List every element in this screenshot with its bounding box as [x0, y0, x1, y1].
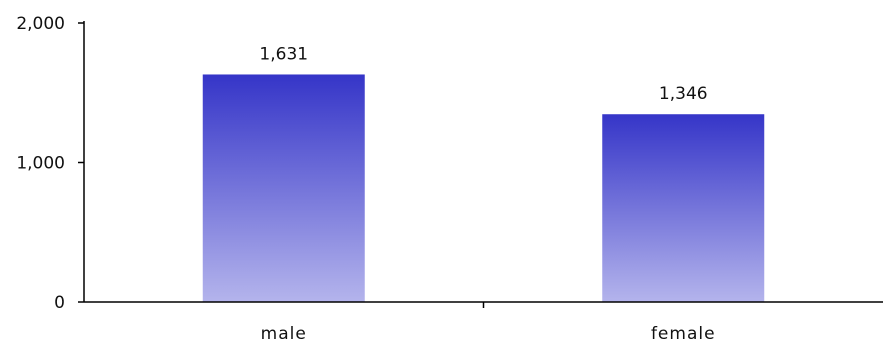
data-label-female: 1,346 [659, 84, 708, 104]
x-tick-label-female: female [651, 324, 716, 344]
bar-male [202, 74, 365, 303]
axes-layer [78, 21, 883, 308]
labels-layer: 1,631 male 1,346 female 0 1,000 2,000 [16, 14, 716, 344]
bar-female [602, 114, 765, 302]
y-tick-label-0: 0 [54, 293, 65, 313]
y-tick-label-2000: 2,000 [16, 14, 65, 34]
x-tick-label-male: male [261, 324, 307, 344]
bars-layer [202, 74, 765, 303]
y-tick-label-1000: 1,000 [16, 154, 65, 174]
data-label-male: 1,631 [259, 44, 308, 64]
